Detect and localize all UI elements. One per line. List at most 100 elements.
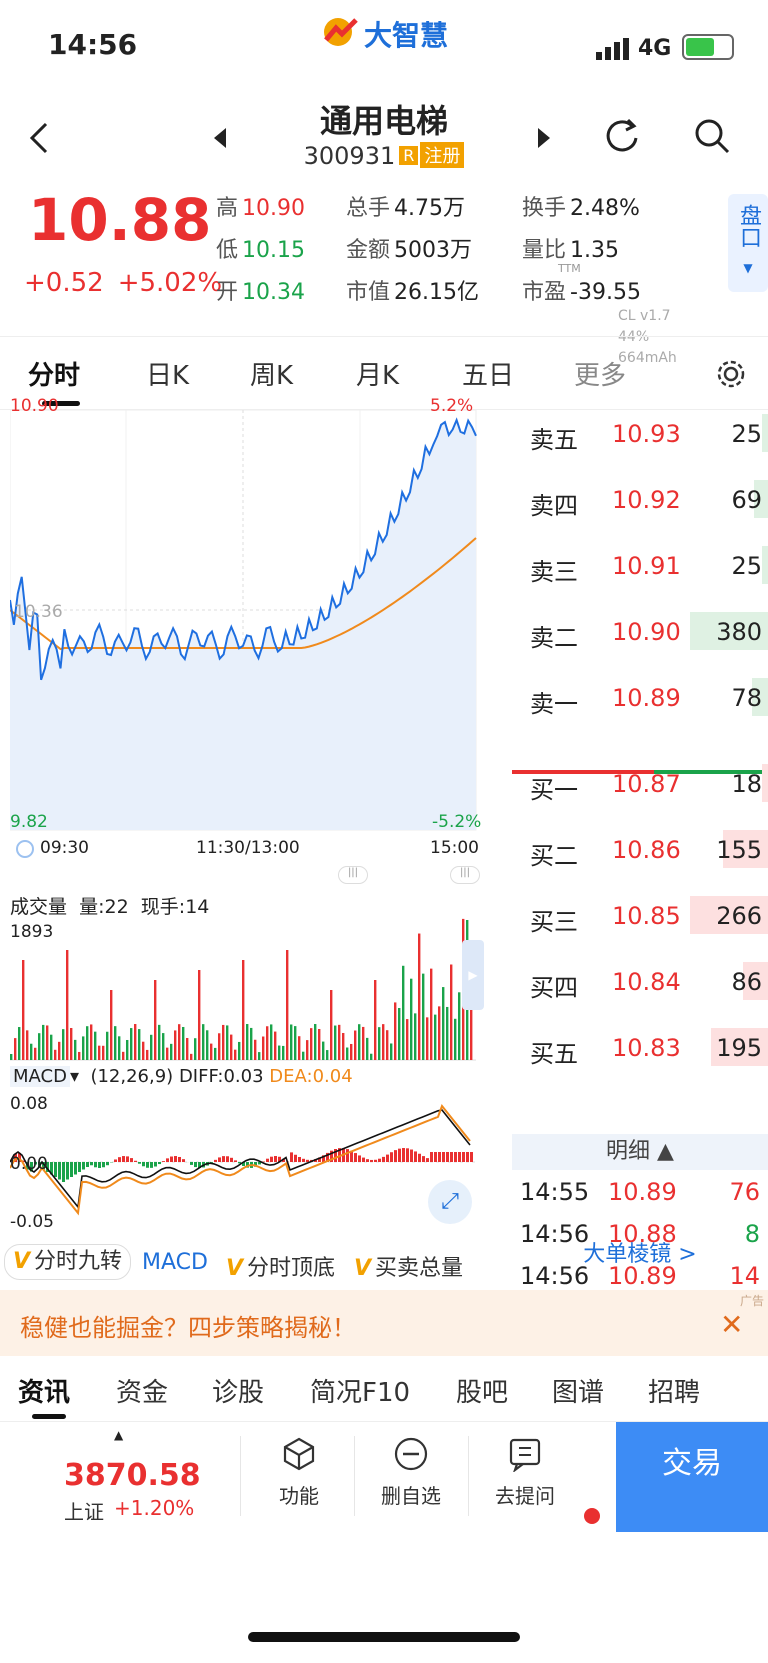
macd-bar (106, 1162, 109, 1166)
back-icon[interactable] (24, 118, 54, 158)
v-icon: V (226, 1256, 244, 1281)
volume-bar (278, 1045, 281, 1060)
volume-qty: 量:22 (79, 896, 129, 918)
volume-bar (186, 1037, 189, 1060)
ask-row[interactable]: 卖一 10.89 78 (512, 674, 768, 724)
macd-bar (126, 1156, 129, 1162)
stock-name: 通用电梯 (319, 102, 448, 140)
function-button[interactable]: 功能 (244, 1430, 354, 1526)
panel-expand-icon[interactable]: ▶ (462, 940, 484, 1010)
search-icon[interactable] (692, 116, 732, 156)
bid-row[interactable]: 买五 10.83 195 (512, 1024, 768, 1074)
trade-button[interactable]: 交易 (616, 1422, 768, 1532)
volume-bar (362, 1026, 365, 1060)
cube-icon (283, 1437, 315, 1471)
bid-row[interactable]: 买四 10.84 86 (512, 958, 768, 1008)
tab-five-day[interactable]: 五日 (462, 361, 515, 391)
macd-bar (442, 1152, 445, 1162)
macd-bar (350, 1150, 353, 1162)
price-low-label: 9.82 (10, 812, 48, 832)
volume-bar (74, 1039, 77, 1060)
ask-row[interactable]: 卖五 10.93 25 (512, 410, 768, 460)
volume-bar (130, 1028, 133, 1060)
close-icon[interactable]: ✕ (720, 1308, 744, 1341)
change-row: +0.52 +5.02% (24, 268, 236, 298)
tab-graph[interactable]: 图谱 (552, 1378, 605, 1408)
level-volume: 25 (731, 552, 762, 580)
tab-f10[interactable]: 简况F10 (310, 1378, 411, 1408)
level-price: 10.87 (612, 770, 681, 798)
ask-row[interactable]: 卖二 10.90 380 (512, 608, 768, 658)
macd-bar (470, 1152, 473, 1162)
tab-daily[interactable]: 日K (146, 361, 190, 391)
volume-bar (122, 1051, 125, 1060)
volume-bar (138, 1029, 141, 1060)
volume-bar (66, 950, 69, 1060)
tab-jobs[interactable]: 招聘 (648, 1378, 701, 1408)
tab-intraday[interactable]: 分时 (28, 361, 81, 391)
level-volume: 78 (731, 684, 762, 712)
macd-selector[interactable]: MACD (10, 1066, 70, 1087)
macd-bar (50, 1162, 53, 1175)
trade-price: 10.89 (608, 1262, 677, 1290)
macd-bar (366, 1159, 369, 1162)
ask-row[interactable]: 卖三 10.91 25 (512, 542, 768, 592)
tab-funds[interactable]: 资金 (116, 1378, 169, 1408)
tab-weekly[interactable]: 周K (250, 361, 294, 391)
indicator-top-bottom[interactable]: V 分时顶底 (226, 1250, 335, 1282)
cursor-toggle-icon[interactable] (16, 840, 34, 858)
volume-bar (54, 1049, 57, 1060)
volume-bar (334, 1025, 337, 1060)
indicator-macd[interactable]: MACD (142, 1250, 208, 1275)
panel-drag-handle[interactable]: ||| (338, 866, 368, 884)
bid-row[interactable]: 买二 10.86 155 (512, 826, 768, 876)
macd-bar (270, 1156, 273, 1162)
bid-row[interactable]: 买三 10.85 266 (512, 892, 768, 942)
refresh-icon[interactable] (602, 116, 642, 156)
tab-more[interactable]: 更多 (574, 361, 627, 391)
tab-forum[interactable]: 股吧 (456, 1378, 509, 1408)
gear-icon[interactable] (716, 359, 746, 389)
prev-stock-icon[interactable] (212, 128, 228, 148)
time-end-label: 15:00 (430, 838, 479, 858)
ask-question-button[interactable]: 去提问 (470, 1430, 580, 1526)
macd-zero-label: 0.00 (10, 1154, 48, 1174)
index-value[interactable]: 3870.58 (64, 1458, 201, 1493)
indicator-nine-turn[interactable]: V 分时九转 (4, 1244, 132, 1280)
volume-bar (70, 1027, 73, 1060)
macd-bar (326, 1152, 329, 1162)
level-label: 卖四 (530, 492, 578, 520)
macd-dif-line (9, 1109, 471, 1209)
intraday-chart[interactable]: 10.90 5.2% 10.36 9.82 -5.2% 09:30 11:30/… (9, 396, 510, 1300)
macd-bar (446, 1152, 449, 1162)
big-order-link[interactable]: 大单棱镜 > (583, 1242, 697, 1267)
tab-monthly[interactable]: 月K (356, 361, 400, 391)
panel-drag-handle[interactable]: ||| (450, 866, 480, 884)
volume-header: 成交量 量:22 现手:14 (10, 892, 209, 919)
order-book-toggle[interactable]: 盘口 ▼ (728, 194, 768, 292)
info-tabs: 资讯 资金 诊股 简况F10 股吧 图谱 招聘 (0, 1356, 768, 1422)
trade-detail-header[interactable]: 明细 ▲ (512, 1134, 768, 1170)
macd-bar (266, 1158, 269, 1162)
depth-bar (752, 678, 768, 716)
macd-bar (434, 1152, 437, 1162)
tab-news[interactable]: 资讯 (18, 1378, 71, 1408)
change-value: +0.52 (24, 268, 104, 298)
remove-watchlist-button[interactable]: 删自选 (356, 1430, 466, 1526)
fullscreen-icon[interactable]: ⤢ (428, 1180, 472, 1224)
macd-bar (170, 1156, 173, 1162)
volume-bar (294, 1026, 297, 1060)
tab-diagnosis[interactable]: 诊股 (212, 1378, 265, 1408)
ad-banner[interactable]: 稳健也能掘金？四步策略揭秘！ 广告 ✕ (0, 1290, 768, 1356)
level-price: 10.89 (612, 684, 681, 712)
home-indicator[interactable] (248, 1632, 520, 1642)
ask-row[interactable]: 卖四 10.92 69 (512, 476, 768, 526)
volume-bar (178, 1024, 181, 1060)
macd-bar (58, 1162, 61, 1180)
indicator-total-volume[interactable]: V 买卖总量 (354, 1250, 463, 1282)
ad-tag: 广告 (739, 1294, 764, 1308)
registration-badge: 注册 (420, 142, 465, 168)
next-stock-icon[interactable] (536, 128, 552, 148)
volume-bar (358, 1024, 361, 1060)
bid-row[interactable]: 买一 10.87 18 (512, 760, 768, 810)
